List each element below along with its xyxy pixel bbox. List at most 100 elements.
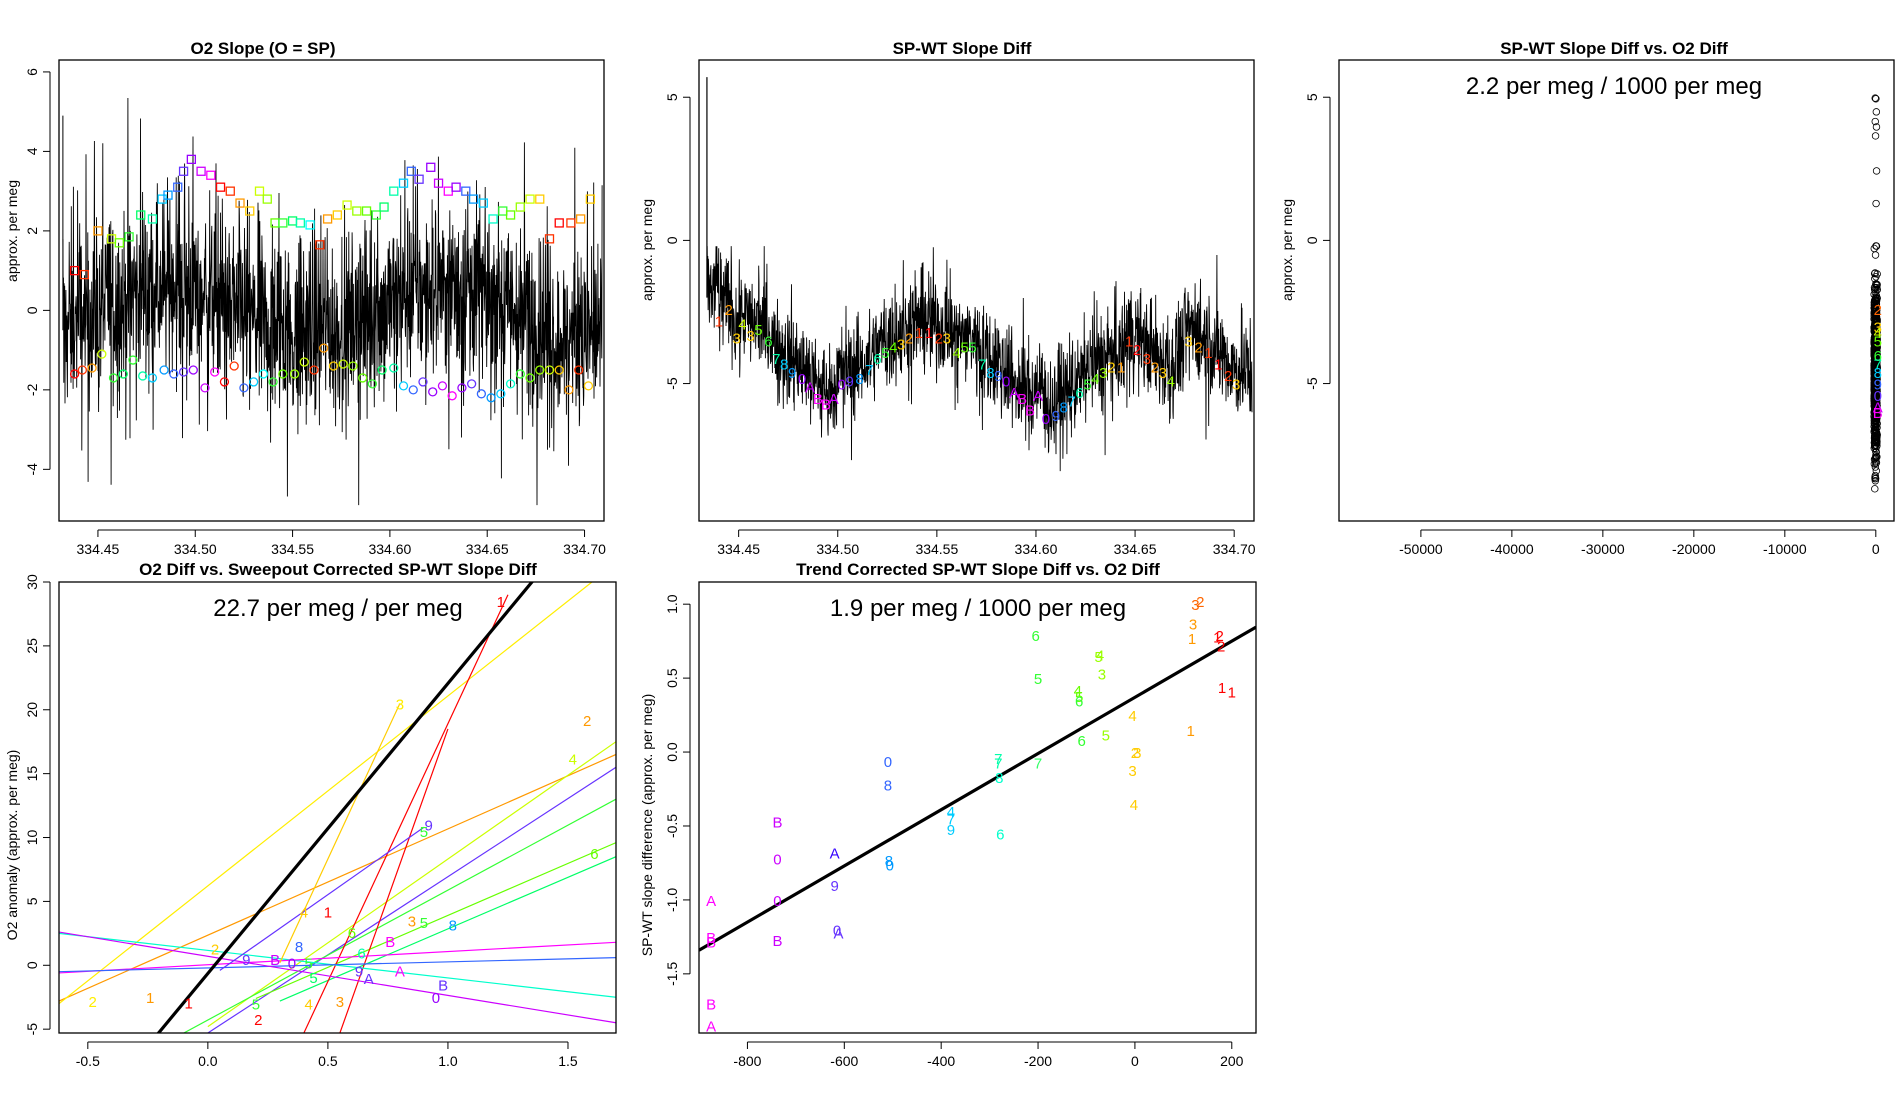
data-point: 2 [1131, 745, 1139, 762]
scatter-point [1870, 244, 1878, 253]
panel-trend-corrected: Trend Corrected SP-WT Slope Diff vs. O2 … [639, 560, 1257, 1069]
point-label: 5 [309, 970, 317, 987]
scatter-point [1871, 477, 1880, 485]
scatter-point [1871, 117, 1879, 126]
point-label: 6 [348, 925, 356, 942]
scatter-point [1872, 108, 1881, 116]
period-label: 6 [1874, 348, 1882, 365]
data-point: 6 [1031, 628, 1039, 645]
point-label: 1 [497, 594, 505, 611]
circle-marker [200, 383, 210, 393]
scatter-point [1871, 321, 1879, 330]
circle-marker [169, 369, 179, 379]
x-tick-label: -20000 [1672, 541, 1716, 557]
square-marker [295, 218, 306, 228]
circle-marker [87, 363, 97, 373]
marks [69, 154, 596, 403]
period-label: 4 [889, 339, 897, 356]
point-label: B [385, 934, 395, 951]
x-tick-label: -800 [733, 1053, 761, 1069]
scatter-point [1871, 398, 1880, 407]
y-tick-label: 10 [24, 830, 40, 846]
axes: 334.45 334.50 334.55 334.60 334.65 334.70 -4 -2… [24, 68, 606, 557]
point-label: A [364, 971, 374, 988]
x-tick-label: 334.55 [271, 541, 314, 557]
square-marker [505, 210, 516, 220]
scatter-point [1872, 397, 1881, 405]
circle-marker [457, 383, 467, 393]
point-label: 8 [295, 939, 303, 956]
scatter-point [1872, 95, 1880, 103]
y-tick-label: 25 [24, 638, 40, 654]
x-tick-label: 334.50 [816, 541, 859, 557]
regression-line [699, 625, 1256, 952]
period-label: 7 [1874, 357, 1882, 374]
colored-line [279, 703, 401, 963]
y-tick-label: 0.0 [664, 742, 680, 762]
circle-marker [188, 365, 198, 375]
y-tick-label: 5 [24, 897, 40, 905]
point-label: 9 [355, 963, 363, 980]
data-point: 4 [947, 804, 955, 821]
period-label: 3 [1232, 377, 1240, 394]
point-label: 6 [357, 946, 365, 963]
period-label: B [821, 397, 831, 414]
square-marker [147, 214, 158, 224]
square-marker [585, 194, 596, 204]
period-label: 5 [1083, 377, 1091, 394]
period-label: 2 [1194, 339, 1202, 356]
regression-line [156, 582, 534, 1033]
period-label: 2 [725, 302, 733, 319]
period-label: 2 [905, 331, 913, 348]
point-label: 3 [408, 914, 416, 931]
data-point: A [706, 893, 716, 910]
x-tick-label: 200 [1220, 1053, 1244, 1069]
data-point: 0 [833, 922, 841, 939]
square-marker [287, 216, 298, 226]
x-tick-label: 334.50 [174, 541, 217, 557]
scatter-point [1871, 315, 1880, 324]
line-group [699, 625, 1256, 952]
point-label: 5 [305, 956, 313, 973]
noise-band [706, 77, 1253, 472]
data-point: 4 [1096, 647, 1104, 664]
scatter-point [1873, 378, 1881, 386]
circle-marker [178, 367, 189, 377]
data-point: 0 [773, 852, 781, 869]
colored-line [59, 753, 616, 1002]
point-label: 0 [288, 956, 296, 973]
period-label: 6 [873, 351, 881, 368]
square-marker [379, 202, 389, 212]
period-label: 8 [1060, 399, 1068, 416]
scatter-point [1871, 373, 1879, 382]
period-label: 9 [1052, 408, 1060, 425]
period-label: 5 [881, 345, 889, 362]
scatter-point [1872, 458, 1881, 467]
y-tick-label: 15 [24, 766, 40, 782]
data-point: 9 [947, 822, 955, 839]
period-label: 4 [1874, 325, 1882, 342]
point-label: 4 [300, 905, 308, 922]
colored-line [59, 582, 593, 1005]
period-label: 3 [897, 336, 905, 353]
x-tick-label: 334.60 [1015, 541, 1058, 557]
period-label: 9 [845, 374, 853, 391]
data-point: B [706, 934, 716, 951]
scatter-point [1871, 301, 1879, 309]
square-marker [124, 232, 134, 242]
scatter-point [1870, 323, 1878, 332]
point-label: 2 [211, 942, 219, 959]
circle-marker [476, 389, 487, 399]
data-point: 1 [1213, 630, 1221, 647]
square-marker [235, 198, 245, 208]
period-label: A [829, 391, 839, 408]
scatter-point [1871, 463, 1880, 471]
x-tick-label: -0.5 [76, 1053, 100, 1069]
period-label: 3 [1874, 319, 1882, 336]
title-trend-corrected: Trend Corrected SP-WT Slope Diff vs. O2 … [796, 560, 1160, 579]
period-label: 3 [746, 328, 754, 345]
noise-band [62, 97, 603, 506]
scatter-point [1871, 401, 1880, 410]
square-marker [342, 200, 352, 210]
